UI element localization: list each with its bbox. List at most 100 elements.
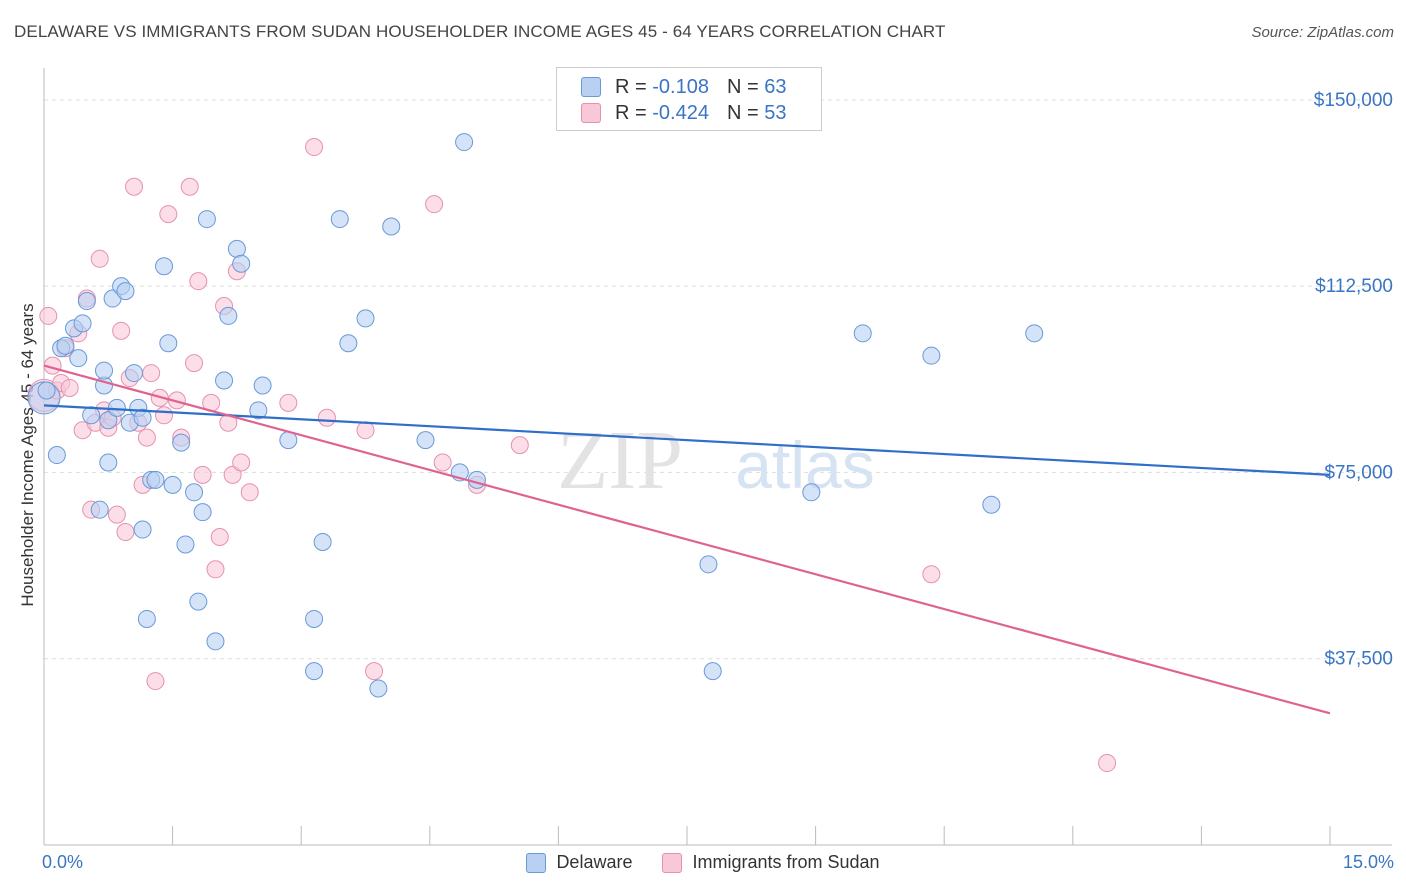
delaware-point [155,257,174,276]
delaware-point [56,336,75,355]
delaware-point [219,306,238,325]
delaware-point [116,282,135,301]
delaware-point [922,346,941,365]
sudan-point [305,138,324,157]
legend-n-label: N = [726,101,759,124]
delaware-point [455,133,474,152]
sudan-point [112,321,131,340]
delaware-point [193,503,212,522]
legend-r-label: R = [615,101,647,124]
delaware-point [853,324,872,343]
sudan-point [107,505,126,524]
sudan-point [433,453,452,472]
delaware-point [95,361,114,380]
delaware-point [172,433,191,452]
sudan-point [90,249,109,268]
points-layer [27,133,1117,773]
y-tick-label: $37,500 [1324,649,1393,670]
watermark-zip: ZIP [557,414,683,507]
delaware-point [467,470,486,489]
y-tick-label: $112,500 [1315,276,1393,297]
delaware-swatch [581,77,601,97]
sudan-point [279,393,298,412]
delaware-point [253,376,272,395]
sudan-point [206,560,225,579]
delaware-point [356,309,375,328]
sudan-point [232,453,251,472]
sudan-point [159,205,178,224]
sudan-trend-line [43,364,1331,715]
delaware-point [369,679,388,698]
delaware-point [107,398,126,417]
sudan-swatch [581,103,601,123]
delaware-point [232,254,251,273]
delaware-point [163,475,182,494]
delaware-point [189,592,208,611]
delaware-point [90,500,109,519]
delaware-point [339,334,358,353]
legend-label-sudan: Immigrants from Sudan [692,852,880,872]
y-tick-label: $150,000 [1314,90,1393,111]
delaware-point [125,364,144,383]
sudan-point [155,406,174,425]
sudan-point [137,428,156,447]
delaware-point [197,210,216,229]
sudan-point [189,272,208,291]
sudan-point [223,465,242,484]
delaware-point [185,483,204,502]
delaware-point [249,401,268,420]
sudan-point [193,465,212,484]
sudan-point [142,364,161,383]
sudan-point [39,306,58,325]
chart-title: DELAWARE VS IMMIGRANTS FROM SUDAN HOUSEH… [14,22,946,41]
sudan-point [185,354,204,373]
legend-item-sudan[interactable]: Immigrants from Sudan [662,852,880,873]
sudan-point [1098,754,1117,773]
legend-n-label: N = [726,75,759,98]
sudan-point [510,436,529,455]
grid-layer [43,68,1392,846]
chart-source: Source: ZipAtlas.com [1251,24,1394,41]
legend-r-label: R = [615,75,647,98]
delaware-point [82,406,101,425]
delaware-point [802,483,821,502]
delaware-point [313,532,332,551]
sudan-point [922,565,941,584]
x-tick-label-max: 15.0% [1342,852,1394,872]
delaware-legend-swatch [526,852,547,873]
delaware-point [1025,324,1044,343]
delaware-point [382,217,401,236]
delaware-point [37,381,56,400]
series-legend: Delaware Immigrants from Sudan [0,852,1406,873]
delaware-point [206,632,225,651]
delaware-point [699,555,718,574]
trend-layer [43,364,1331,715]
delaware-point [77,292,96,311]
delaware-point [133,408,152,427]
delaware-point [47,446,66,465]
delaware-point [215,371,234,390]
legend-n-value: 53 [764,101,787,124]
sudan-point [317,408,336,427]
delaware-point [99,411,118,430]
x-tick-label-min: 0.0% [42,852,84,872]
sudan-point [116,523,135,542]
watermark: ZIP atlas [557,414,875,507]
delaware-point [99,453,118,472]
delaware-point [133,520,152,539]
sudan-point [146,672,165,691]
delaware-point [137,609,156,628]
delaware-point [982,495,1001,514]
sudan-point [356,421,375,440]
sudan-point [60,378,79,397]
delaware-point [330,210,349,229]
y-tick-label: $75,000 [1324,462,1393,483]
sudan-legend-swatch [662,852,683,873]
delaware-point [305,662,324,681]
delaware-trend-line [43,404,1331,477]
legend-item-delaware[interactable]: Delaware [526,852,632,873]
delaware-point [703,662,722,681]
legend-r-value: -0.424 [652,101,709,124]
delaware-point [416,431,435,450]
sudan-point [125,177,144,196]
